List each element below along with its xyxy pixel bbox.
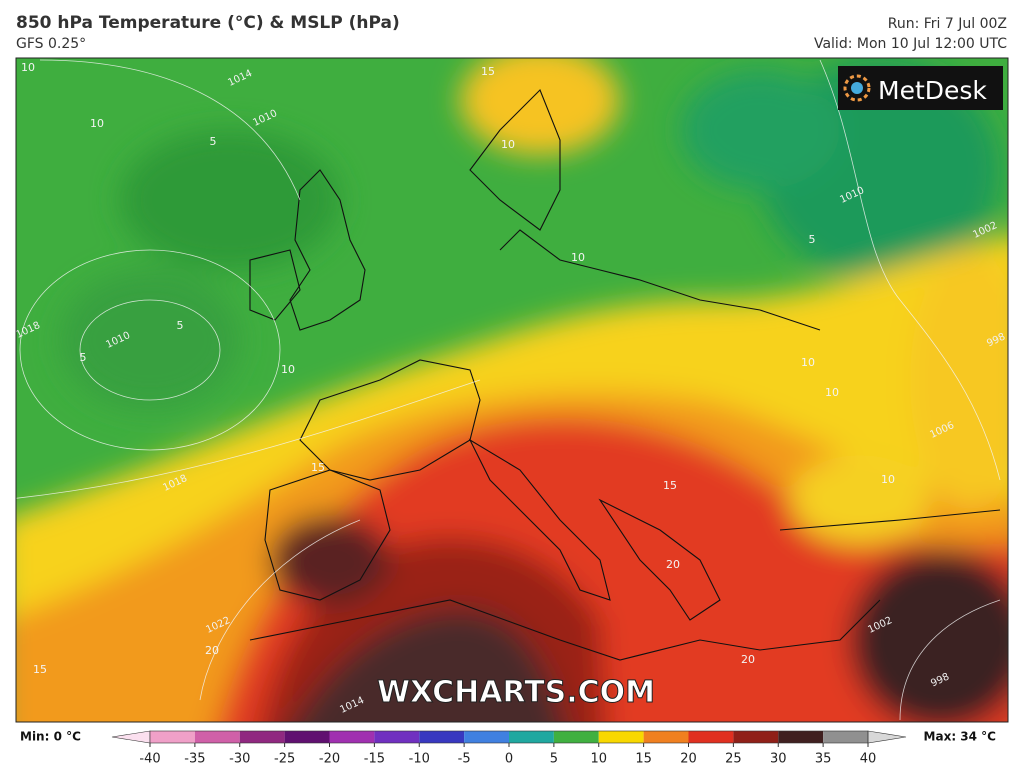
isotherm-label: 20 bbox=[666, 558, 680, 571]
map-title: 850 hPa Temperature (°C) & MSLP (hPa) bbox=[16, 13, 400, 33]
isotherm-label: 10 bbox=[881, 473, 895, 486]
isotherm-label: 5 bbox=[210, 135, 217, 148]
colorbar-tick-label: 30 bbox=[770, 752, 787, 767]
colorbar-band bbox=[823, 731, 868, 743]
colorbar-band bbox=[688, 731, 734, 743]
run-time: Run: Fri 7 Jul 00Z bbox=[888, 16, 1007, 32]
temperature-field bbox=[16, 58, 1008, 722]
logo-text: MetDesk bbox=[878, 76, 987, 105]
colorbar-tick-label: 15 bbox=[635, 752, 652, 767]
isotherm-label: 10 bbox=[90, 117, 104, 130]
colorbar-tick-label: 35 bbox=[815, 752, 832, 767]
colorbar-band bbox=[509, 731, 554, 743]
colorbar-tick-label: -5 bbox=[458, 752, 471, 767]
colorbar-tick-label: 20 bbox=[680, 752, 697, 767]
colorbar-tick-label: 5 bbox=[550, 752, 558, 767]
colorbar-band bbox=[329, 731, 375, 743]
colorbar-tick-label: 0 bbox=[505, 752, 513, 767]
map-border bbox=[15, 57, 1009, 723]
legend-min: Min: 0 °C bbox=[20, 730, 81, 744]
isotherm-label: 20 bbox=[741, 653, 755, 666]
colorbar-tick-label: 25 bbox=[725, 752, 742, 767]
colorbar-band bbox=[194, 731, 240, 743]
isobars bbox=[16, 59, 1001, 721]
isotherm-label: 5 bbox=[177, 319, 184, 332]
colorbar-tick-label: -25 bbox=[274, 752, 295, 767]
colorbar: -40 -35 -30 -25 -20 -15 -10 -5 0 5 10 15 20 25 30 35 40 bbox=[111, 730, 907, 767]
isotherm-label: 10 bbox=[281, 363, 295, 376]
colorbar-band bbox=[239, 731, 285, 743]
colorbar-band bbox=[733, 731, 779, 743]
colorbar-band bbox=[553, 731, 599, 743]
colorbar-end bbox=[111, 730, 151, 744]
isotherm-label: 15 bbox=[33, 663, 47, 676]
isotherm-label: 10 bbox=[501, 138, 515, 151]
colorbar-tick-label: -20 bbox=[319, 752, 340, 767]
logo-box bbox=[838, 66, 1003, 110]
legend-max: Max: 34 °C bbox=[924, 730, 997, 744]
colorbar-band bbox=[598, 731, 644, 743]
colorbar-band bbox=[643, 731, 689, 743]
watermark: WXCHARTS.COM bbox=[377, 675, 655, 710]
colorbar-band bbox=[419, 731, 465, 743]
isotherm-label: 5 bbox=[80, 351, 87, 364]
colorbar-end bbox=[867, 730, 907, 744]
valid-time: Valid: Mon 10 Jul 12:00 UTC bbox=[814, 36, 1007, 52]
colorbar-tick-label: 40 bbox=[860, 752, 877, 767]
isotherm-label: 15 bbox=[663, 479, 677, 492]
isotherm-label: 10 bbox=[21, 61, 35, 74]
colorbar-tick-label: -30 bbox=[229, 752, 250, 767]
isotherm-label: 15 bbox=[311, 461, 325, 474]
isotherm-label: 10 bbox=[825, 386, 839, 399]
colorbar-band bbox=[150, 731, 195, 743]
isotherm-label: 10 bbox=[571, 251, 585, 264]
colorbar-band bbox=[374, 731, 420, 743]
colorbar-tick-label: -40 bbox=[139, 752, 160, 767]
colorbar-tick-label: 10 bbox=[590, 752, 607, 767]
colorbar-band bbox=[284, 731, 330, 743]
colorbar-band bbox=[778, 731, 824, 743]
colorbar-tick-label: -35 bbox=[184, 752, 205, 767]
isotherm-label: 10 bbox=[801, 356, 815, 369]
colorbar-tick-label: -15 bbox=[364, 752, 385, 767]
colorbar-band bbox=[464, 731, 509, 743]
logo-mark bbox=[843, 74, 871, 102]
isotherm-label: 15 bbox=[481, 65, 495, 78]
isotherm-label: 20 bbox=[205, 644, 219, 657]
isotherm-label: 5 bbox=[809, 233, 816, 246]
colorbar-tick-label: -10 bbox=[409, 752, 430, 767]
model-name: GFS 0.25° bbox=[16, 36, 86, 52]
coastlines bbox=[249, 89, 1001, 661]
